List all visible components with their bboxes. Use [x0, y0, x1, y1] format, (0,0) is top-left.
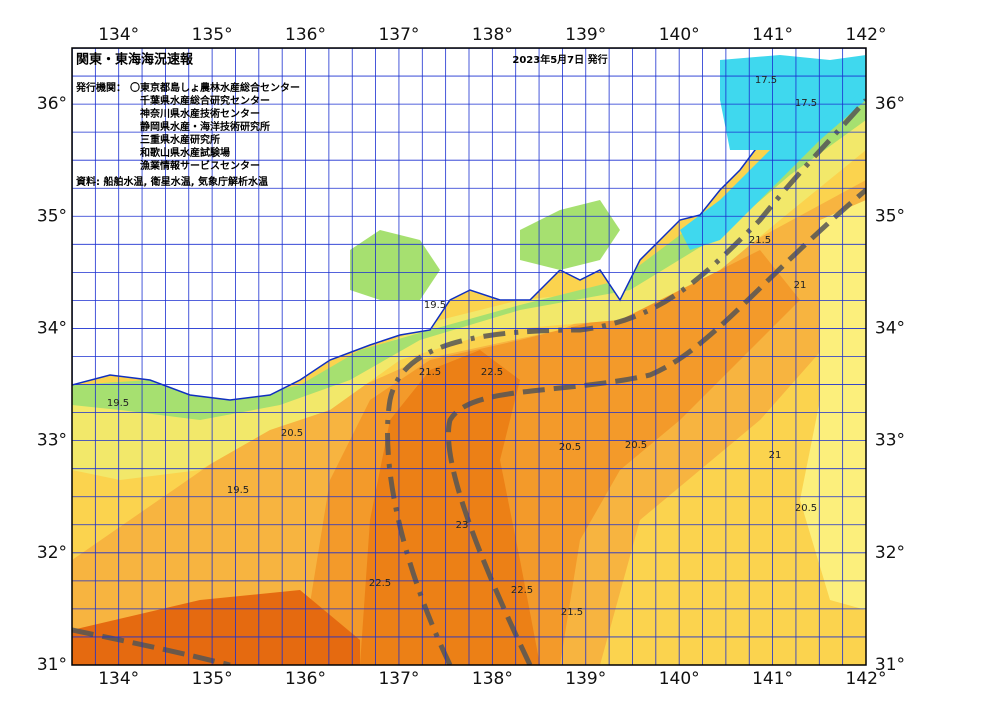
- contour-label: 21.5: [561, 607, 583, 618]
- lon-label: 139°: [565, 25, 606, 45]
- lat-label: 33°: [37, 431, 67, 451]
- contour-label: 21: [794, 280, 807, 291]
- contour-label: 19.5: [424, 300, 446, 311]
- lat-label: 36°: [37, 94, 67, 114]
- contour-label: 23: [456, 520, 469, 531]
- issuer: 神奈川県水産技術センター: [140, 107, 260, 120]
- issuer: 漁業情報サービスセンター: [140, 159, 260, 172]
- issue-date: 2023年5月7日 発行: [512, 53, 607, 66]
- lat-label: 34°: [37, 318, 67, 338]
- lon-label: 138°: [472, 25, 513, 45]
- issuers-label: 発行機関：: [75, 81, 126, 94]
- contour-label: 21.5: [749, 235, 771, 246]
- contour-label: 20.5: [559, 442, 581, 453]
- contour-label: 17.5: [755, 75, 777, 86]
- lon-label: 142°: [846, 25, 887, 45]
- contour-label: 21.5: [419, 367, 441, 378]
- lat-label: 35°: [875, 206, 905, 226]
- lon-label: 142°: [846, 669, 887, 689]
- lon-label: 141°: [752, 25, 793, 45]
- lon-label: 135°: [192, 25, 233, 45]
- issuer: 三重県水産研究所: [140, 133, 220, 146]
- lat-label: 31°: [37, 655, 67, 675]
- issuer: 千葉県水産総合研究センター: [140, 94, 270, 107]
- issuer: 静岡県水産・海洋技術研究所: [140, 120, 270, 133]
- lon-label: 135°: [192, 669, 233, 689]
- contour-label: 19.5: [107, 398, 129, 409]
- sea-temperature: 17.5 17.5 19.5 19.5 20.5 20.5 21.5 21.5 22.5 22.5…: [72, 48, 866, 665]
- contour-label: 19.5: [227, 485, 249, 496]
- lat-label: 33°: [875, 431, 905, 451]
- map-title: 関東・東海海況速報: [76, 52, 194, 68]
- contour-label: 20.5: [795, 503, 817, 514]
- lon-label: 139°: [565, 669, 606, 689]
- lon-label: 134°: [98, 25, 139, 45]
- contour-label: 20.5: [625, 440, 647, 451]
- source: 資料: 船舶水温, 衛星水温, 気象庁解析水温: [76, 175, 268, 188]
- lat-label: 34°: [875, 318, 905, 338]
- lon-label: 137°: [378, 25, 419, 45]
- lon-label: 137°: [378, 669, 419, 689]
- lon-label: 140°: [659, 25, 700, 45]
- lon-label: 134°: [98, 669, 139, 689]
- lat-label: 31°: [875, 655, 905, 675]
- contour-label: 22.5: [511, 585, 533, 596]
- contour-label: 22.5: [481, 367, 503, 378]
- contour-label: 21: [769, 450, 782, 461]
- issuer: 和歌山県水産試験場: [139, 146, 230, 159]
- lat-label: 32°: [875, 543, 905, 563]
- lon-label: 136°: [285, 25, 326, 45]
- contour-label: 20.5: [281, 428, 303, 439]
- lat-label: 36°: [875, 94, 905, 114]
- map-frame: [71, 47, 867, 666]
- issuer: 〇東京都島しょ農林水産総合センター: [130, 81, 300, 94]
- lat-label: 35°: [37, 206, 67, 226]
- lon-label: 141°: [752, 669, 793, 689]
- lon-label: 136°: [285, 669, 326, 689]
- lat-label: 32°: [37, 543, 67, 563]
- lon-label: 140°: [659, 669, 700, 689]
- contour-label: 22.5: [369, 578, 391, 589]
- lon-label: 138°: [472, 669, 513, 689]
- contour-label: 17.5: [795, 98, 817, 109]
